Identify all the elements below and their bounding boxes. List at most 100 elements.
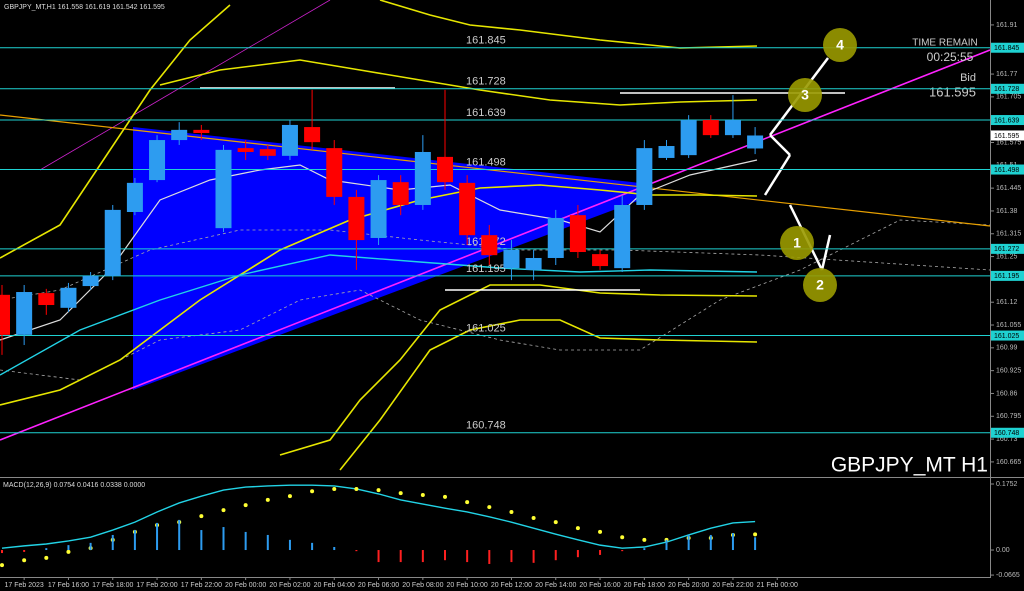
x-tick-label: 20 Feb 10:00: [447, 582, 488, 589]
time-remain: 00:25:55: [927, 50, 974, 64]
y-tick-label: 161.315: [996, 231, 1021, 238]
y-tick-label: 161.77: [996, 71, 1018, 78]
x-tick-label: 20 Feb 12:00: [491, 582, 532, 589]
candle-body: [747, 135, 764, 149]
candle-body: [525, 257, 542, 270]
candle-body: [60, 287, 77, 308]
candle-body: [304, 127, 321, 143]
candle-body: [481, 235, 498, 256]
x-tick-label: 20 Feb 16:00: [579, 582, 620, 589]
ohlc-high: 161.619: [85, 4, 110, 11]
y-tick-label: 160.665: [996, 459, 1021, 466]
signal-dot: [332, 486, 337, 491]
level-label: 161.498: [466, 156, 506, 168]
level-label: 161.728: [466, 76, 506, 88]
wave-label: 3: [801, 87, 809, 103]
signal-dot: [642, 537, 647, 542]
readout: 0.0000: [124, 482, 146, 489]
candle-body: [38, 293, 55, 306]
level-tag: [991, 83, 1024, 94]
ohlc-open: 161.558: [58, 4, 83, 11]
candle-body: [547, 217, 564, 258]
y-tick-label: 160.73: [996, 436, 1018, 443]
signal-dot: [487, 505, 492, 510]
band-line: [159, 59, 758, 106]
candle-body: [237, 148, 254, 152]
signal-dot: [598, 529, 603, 534]
chart-header: GBPJPY_MT,H1 161.558 161.619 161.542 161…: [4, 4, 165, 11]
arrow: [769, 134, 791, 156]
wave-label: 1: [793, 235, 801, 251]
candle-body: [82, 275, 99, 287]
band-line: [279, 284, 758, 456]
candle-body: [126, 182, 143, 212]
y-tick-label: 161.055: [996, 322, 1021, 329]
candle-body: [281, 124, 298, 156]
signal-dot: [553, 520, 558, 525]
x-tick-label: 20 Feb 08:00: [402, 582, 443, 589]
x-tick-label: 20 Feb 20:00: [668, 582, 709, 589]
wave-marker: [788, 78, 822, 112]
candle-body: [459, 182, 476, 236]
candle-body: [104, 209, 121, 276]
signal-dot: [465, 500, 470, 505]
level-label: 160.748: [466, 420, 506, 432]
y-tick-label: 161.445: [996, 185, 1021, 192]
ohlc-low: 161.542: [112, 4, 137, 11]
signal-dot: [753, 532, 758, 537]
y-tick-label: 0.00: [996, 547, 1010, 554]
signal-dot: [420, 493, 425, 498]
signal-dot: [221, 508, 226, 513]
candle-body: [724, 120, 741, 136]
candle-body: [259, 149, 276, 156]
cloud-line: [0, 219, 991, 381]
y-tick-label: 161.91: [996, 22, 1018, 29]
time-remain-label: TIME REMAIN: [912, 38, 978, 49]
channel-line: [39, 0, 331, 171]
x-tick-label: 17 Feb 18:00: [92, 582, 133, 589]
level-tag-label: 161.025: [994, 333, 1019, 340]
candle-body: [658, 146, 675, 158]
wave-label: 4: [836, 37, 844, 53]
level-label: 161.639: [466, 107, 506, 119]
candle-body: [592, 254, 609, 267]
candle-body: [680, 120, 697, 156]
signal-dot: [443, 494, 447, 499]
level-tag-label: 161.498: [994, 167, 1019, 174]
signal-dot: [354, 486, 359, 491]
signal-dot: [531, 515, 536, 520]
macd-title: MACD(12,26,9): [3, 482, 52, 489]
y-tick-label: 160.99: [996, 345, 1018, 352]
candle-body: [614, 204, 631, 269]
level-tag: [991, 42, 1024, 53]
candle-body: [215, 149, 232, 229]
y-tick-label: 161.12: [996, 299, 1018, 306]
candle-body: [503, 249, 520, 269]
level-tag-label: 161.728: [994, 86, 1019, 93]
signal-dot: [620, 535, 625, 540]
x-tick-label: 17 Feb 16:00: [48, 582, 89, 589]
candle-body: [569, 215, 586, 253]
candle-body: [193, 129, 210, 134]
signal-dot: [310, 489, 315, 494]
level-tag: [991, 164, 1024, 175]
signal-dot: [0, 563, 4, 568]
level-tag: [991, 427, 1024, 438]
signal-dot: [287, 494, 292, 499]
symbol: GBPJPY_MT,H1: [4, 4, 56, 11]
level-tag-label: 161.272: [994, 246, 1019, 253]
bid-value: 161.595: [929, 84, 976, 99]
macd-header: MACD(12,26,9) 0.0754 0.0416 0.0338 0.000…: [3, 482, 145, 489]
x-tick-label: 17 Feb 22:00: [181, 582, 222, 589]
signal-dot: [575, 526, 580, 531]
signal-dot: [44, 555, 49, 560]
candle-body: [16, 292, 33, 335]
y-tick-label: 161.25: [996, 253, 1018, 260]
bid-tag-label: 161.595: [994, 133, 1019, 140]
level-tag-label: 160.748: [994, 430, 1019, 437]
x-tick-label: 20 Feb 18:00: [624, 582, 665, 589]
candle-body: [702, 120, 719, 136]
candle-body: [171, 129, 188, 141]
y-tick-label: 160.86: [996, 390, 1018, 397]
